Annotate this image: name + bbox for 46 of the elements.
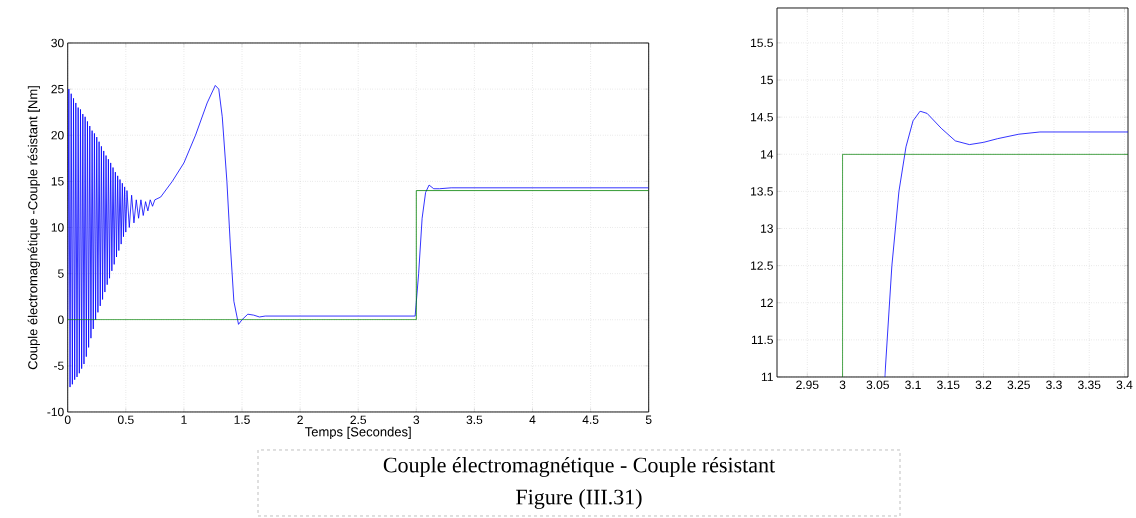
y-tick-label: 0 bbox=[57, 315, 64, 324]
x-tick-label: 4.5 bbox=[582, 415, 599, 424]
x-tick-label: 3.3 bbox=[1046, 380, 1062, 390]
x-tick-label: 3.15 bbox=[937, 380, 960, 390]
y-tick-label: -5 bbox=[54, 361, 64, 371]
x-tick-label: 1 bbox=[181, 415, 187, 424]
x-tick-label: 5 bbox=[645, 415, 652, 424]
x-tick-label: 4 bbox=[529, 415, 536, 424]
y-tick-label: 14.5 bbox=[751, 112, 773, 122]
y-tick-label: 13 bbox=[761, 224, 773, 233]
x-tick-label: 3.5 bbox=[466, 415, 483, 425]
y-tick-label: 11 bbox=[761, 372, 773, 382]
x-tick-label: 0.5 bbox=[117, 415, 134, 425]
x-tick-label: 3.2 bbox=[975, 380, 992, 390]
y-tick-label: 12.5 bbox=[751, 261, 773, 270]
text: Figure (III.31) bbox=[516, 489, 642, 510]
y-tick-label: 5 bbox=[57, 269, 64, 278]
x-tick-label: 3 bbox=[413, 415, 420, 425]
y-tick-label: -10 bbox=[47, 407, 64, 417]
x-tick-label: 3.4 bbox=[1116, 380, 1133, 390]
line-series bbox=[67, 85, 649, 388]
y-tick-label: 15 bbox=[51, 177, 64, 186]
line-series bbox=[884, 110, 1128, 377]
y-axis-title: Couple électromagnétique -Couple résistant [Nm] bbox=[27, 86, 40, 370]
x-tick-label: 2.5 bbox=[350, 415, 367, 425]
x-tick-label: 3 bbox=[839, 380, 846, 390]
text: Couple électromagnétique - Couple résistant bbox=[383, 456, 776, 478]
y-tick-label: 20 bbox=[51, 131, 64, 140]
y-tick-label: 15 bbox=[761, 75, 773, 85]
y-tick-label: 13.5 bbox=[751, 187, 773, 196]
x-tick-label: 0 bbox=[64, 415, 71, 425]
y-tick-label: 30 bbox=[51, 38, 64, 48]
x-tick-label: 2 bbox=[297, 415, 303, 424]
y-tick-label: 11.5 bbox=[751, 335, 773, 345]
x-tick-label: 3.05 bbox=[866, 380, 889, 390]
x-tick-label: 3.25 bbox=[1007, 380, 1030, 390]
x-tick-label: 2.95 bbox=[796, 380, 819, 390]
x-tick-label: 3.35 bbox=[1078, 380, 1101, 390]
x-axis-title: Temps [Secondes] bbox=[305, 426, 411, 439]
x-tick-label: 3.1 bbox=[905, 380, 921, 390]
y-tick-label: 12 bbox=[761, 298, 773, 307]
x-tick-label: 1.5 bbox=[234, 415, 250, 424]
y-tick-label: 25 bbox=[51, 84, 64, 94]
y-tick-label: 10 bbox=[51, 223, 64, 232]
y-tick-label: 14 bbox=[761, 150, 774, 159]
y-tick-label: 15.5 bbox=[751, 38, 773, 48]
